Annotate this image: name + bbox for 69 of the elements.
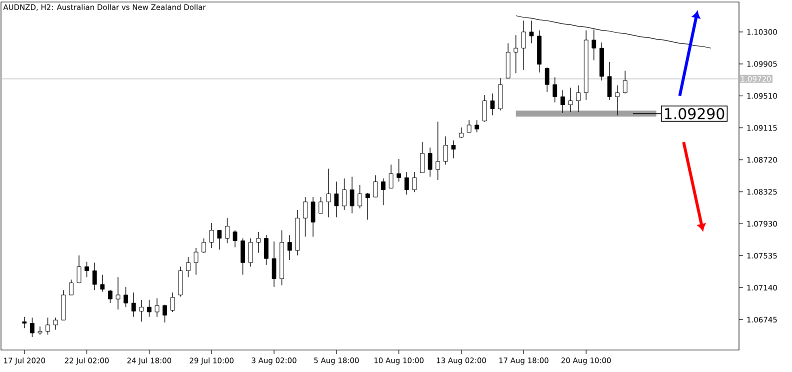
- candlestick: [420, 142, 424, 174]
- candlestick: [459, 127, 464, 138]
- candlestick: [576, 85, 580, 112]
- candlestick: [124, 286, 128, 308]
- candlestick: [529, 20, 534, 44]
- candlestick: [186, 256, 190, 278]
- ref-line-label: 1.09290: [665, 108, 724, 120]
- candlestick: [232, 230, 238, 248]
- candlestick: [248, 238, 253, 267]
- candlestick: [116, 276, 120, 310]
- candlestick: [428, 147, 432, 178]
- candlestick: [544, 67, 550, 92]
- candlestick: [256, 231, 261, 254]
- candlestick: [365, 192, 370, 220]
- candlestick: [514, 34, 518, 74]
- candlestick: [76, 254, 82, 284]
- candlestick: [404, 172, 409, 195]
- candlestick: [154, 298, 160, 318]
- candlestick: [412, 172, 417, 193]
- candlestick: [436, 121, 440, 180]
- candlestick: [521, 20, 526, 70]
- candlestick: [443, 136, 448, 166]
- candlestick: [318, 196, 324, 214]
- candlestick: [225, 218, 230, 244]
- candlestick: [69, 279, 74, 296]
- candlestick: [202, 238, 206, 254]
- candlestick: [552, 76, 558, 103]
- candlestick: [147, 299, 152, 318]
- candlestick: [350, 176, 354, 214]
- candlestick: [396, 158, 402, 182]
- candlestick: [108, 290, 112, 304]
- candlestick: [287, 234, 292, 261]
- candlestick: [490, 93, 495, 116]
- candlestick: [451, 140, 456, 159]
- candlestick: [272, 241, 276, 288]
- candlestick: [92, 262, 97, 290]
- candlestick: [162, 304, 168, 323]
- candlestick: [482, 94, 487, 122]
- candlestick: [100, 274, 105, 292]
- candlestick: [381, 178, 386, 206]
- candlestick: [194, 248, 198, 276]
- candlestick: [170, 292, 175, 312]
- candlestick: [139, 299, 144, 322]
- candlestick: [388, 164, 394, 188]
- candlestick: [22, 316, 27, 328]
- candlestick: [607, 62, 612, 100]
- candlestick: [209, 222, 214, 248]
- candlestick: [46, 317, 50, 335]
- candlestick: [358, 184, 362, 209]
- candlestick: [342, 178, 346, 210]
- candlestick: [474, 120, 480, 133]
- candlestick: [568, 87, 573, 112]
- candlestick: [84, 261, 90, 278]
- candlestick: [53, 317, 58, 330]
- candlestick: [303, 196, 308, 238]
- candlestick: [373, 174, 378, 198]
- candlestick: [326, 168, 331, 218]
- candlestick: [264, 234, 268, 266]
- candlestick: [30, 317, 34, 338]
- candlestick: [334, 181, 339, 218]
- candlestick: [240, 238, 246, 276]
- candlestick: [622, 70, 628, 94]
- candlestick: [217, 230, 222, 250]
- candlestick: [131, 292, 136, 318]
- candlestick: [38, 326, 42, 335]
- candlestick: [310, 196, 316, 238]
- candlestick: [615, 85, 620, 116]
- candlestick: [560, 90, 565, 114]
- candlestick: [466, 120, 472, 133]
